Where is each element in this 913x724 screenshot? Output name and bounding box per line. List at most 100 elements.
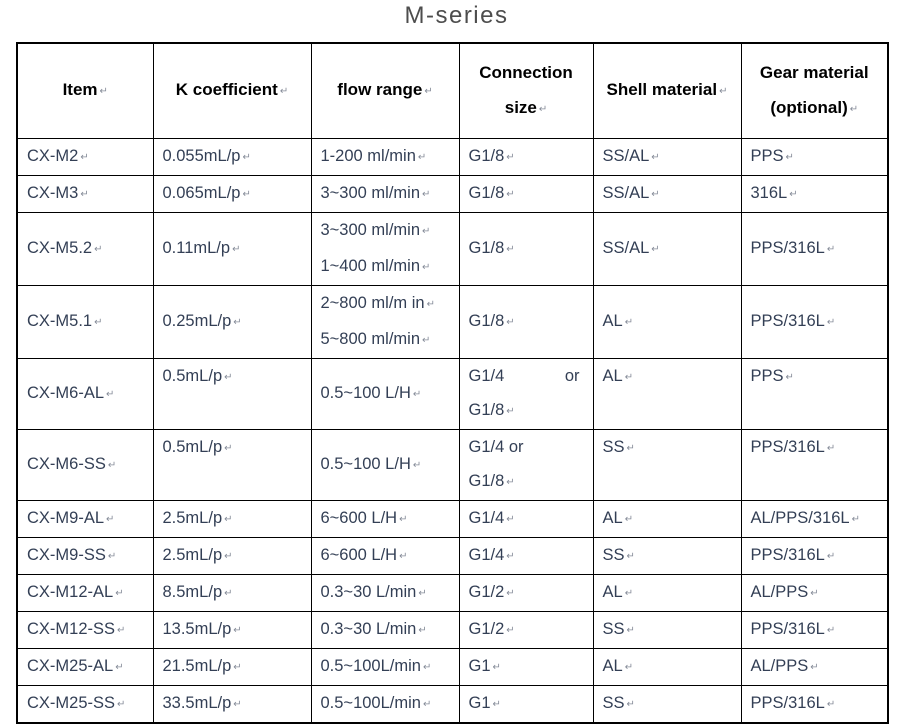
cell-flow: 2~800 ml/m in ↵ 5~800 ml/min ↵ xyxy=(310,284,460,359)
cell-text: SS/AL ↵ xyxy=(602,238,660,257)
cell-text: 3~300 ml/min ↵ xyxy=(320,220,431,239)
paragraph-mark-icon: ↵ xyxy=(626,550,635,562)
cell-conn: G1/4 or G1/8 ↵ xyxy=(458,357,594,430)
cell-text: 5~800 ml/min ↵ xyxy=(320,329,431,348)
cell-text: size ↵ xyxy=(504,97,548,117)
paragraph-mark-icon: ↵ xyxy=(624,316,634,328)
cell-text: AL ↵ xyxy=(602,582,634,601)
cell-line: AL ↵ xyxy=(603,359,741,395)
cell-text: 0.3~30 L/min ↵ xyxy=(320,582,427,601)
cell-text: G1/8 ↵ xyxy=(468,471,515,490)
table-row: CX-M12-SS ↵ 13.5mL/p ↵ 0.3~30 L/min ↵ G1/2 ↵ SS ↵… xyxy=(16,610,889,649)
cell-line: Gear material xyxy=(742,55,887,90)
paragraph-mark-icon: ↵ xyxy=(80,188,89,200)
cell-item: CX-M9-SS ↵ xyxy=(16,536,154,575)
cell-line: PPS/316L ↵ xyxy=(751,231,888,267)
cell-text: 0.065mL/p ↵ xyxy=(162,183,251,202)
cell-line: G1/2 ↵ xyxy=(469,575,593,610)
cell-line: G1/4 ↵ xyxy=(468,501,593,536)
table-row: CX-M25-AL ↵ 21.5mL/p ↵ 0.5~100L/min ↵ G1 ↵ AL ↵ AL… xyxy=(16,647,889,686)
cell-line: G1/2 ↵ xyxy=(469,612,593,647)
paragraph-mark-icon: ↵ xyxy=(506,405,515,417)
cell-conn: G1/4 or G1/8 ↵ xyxy=(458,428,594,501)
cell-text: G1/4 ↵ xyxy=(468,508,515,527)
cell-text: Connection xyxy=(479,62,573,82)
cell-line: CX-M6-SS ↵ xyxy=(27,447,152,483)
cell-gear: AL/PPS/316L ↵ xyxy=(740,499,889,538)
paragraph-mark-icon: ↵ xyxy=(426,298,435,310)
cell-text: AL/PPS/316L ↵ xyxy=(750,508,860,527)
cell-text: 33.5mL/p ↵ xyxy=(162,693,242,712)
cell-line: 1-200 ml/min ↵ xyxy=(320,139,459,174)
cell-text: CX-M3 ↵ xyxy=(27,183,89,202)
paragraph-mark-icon: ↵ xyxy=(422,225,431,237)
cell-text: AL/PPS ↵ xyxy=(750,656,819,675)
paragraph-mark-icon: ↵ xyxy=(506,550,515,562)
table-row: CX-M12-AL ↵ 8.5mL/p ↵ 0.3~30 L/min ↵ G1/2 ↵ AL ↵ A… xyxy=(16,573,889,612)
cell-text: PPS/316L ↵ xyxy=(750,238,836,257)
cell-line: flow range ↵ xyxy=(312,72,458,109)
paragraph-mark-icon: ↵ xyxy=(233,661,242,673)
cell-line: 0.5mL/p ↵ xyxy=(163,430,311,466)
paragraph-mark-icon: ↵ xyxy=(115,661,124,673)
cell-text: K coefficient ↵ xyxy=(175,80,289,100)
cell-k: 33.5mL/p ↵ xyxy=(152,684,312,723)
cell-gear: AL/PPS ↵ xyxy=(740,573,889,612)
cell-k: 0.25mL/p ↵ xyxy=(152,284,312,359)
cell-line: 13.5mL/p ↵ xyxy=(163,612,311,647)
paragraph-mark-icon: ↵ xyxy=(651,188,660,200)
cell-line: 2.5mL/p ↵ xyxy=(163,538,311,573)
cell-line: CX-M5.1 ↵ xyxy=(27,304,152,340)
cell-line: 3~300 ml/min ↵ xyxy=(321,213,459,249)
cell-text: Item ↵ xyxy=(62,80,108,100)
cell-text: CX-M25-AL ↵ xyxy=(27,656,124,675)
cell-line: Item ↵ xyxy=(18,72,152,109)
cell-text: 0.5mL/p ↵ xyxy=(162,366,233,385)
cell-text: 1-200 ml/min ↵ xyxy=(320,146,427,165)
cell-line: SS ↵ xyxy=(603,538,741,573)
paragraph-mark-icon: ↵ xyxy=(826,624,836,636)
cell-line: AL ↵ xyxy=(603,304,741,340)
paragraph-mark-icon: ↵ xyxy=(851,513,860,525)
paragraph-mark-icon: ↵ xyxy=(826,550,836,562)
cell-item: CX-M2 ↵ xyxy=(16,137,154,176)
col-header-item: Item ↵ xyxy=(16,42,154,139)
cell-gear: 316L ↵ xyxy=(740,174,889,213)
cell-line: size ↵ xyxy=(460,90,592,127)
cell-item: CX-M6-SS ↵ xyxy=(16,428,154,501)
cell-text: Shell material ↵ xyxy=(606,80,728,100)
cell-line: G1/8 ↵ xyxy=(468,176,593,211)
cell-k: 0.065mL/p ↵ xyxy=(152,174,312,213)
cell-text: 6~600 L/H ↵ xyxy=(320,508,408,527)
cell-shell: SS ↵ xyxy=(592,610,742,649)
cell-text: G1/4 or xyxy=(468,437,524,456)
paragraph-mark-icon: ↵ xyxy=(233,316,242,328)
table-row: CX-M3 ↵ 0.065mL/p ↵ 3~300 ml/min ↵ G1/8 ↵ SS/AL ↵… xyxy=(16,174,889,213)
cell-text: PPS/316L ↵ xyxy=(750,311,836,330)
cell-line: K coefficient ↵ xyxy=(154,72,310,109)
cell-k: 0.11mL/p ↵ xyxy=(152,211,312,286)
cell-text: 316L ↵ xyxy=(750,183,798,202)
cell-shell: AL ↵ xyxy=(592,499,742,538)
paragraph-mark-icon: ↵ xyxy=(418,624,427,636)
cell-text: SS/AL ↵ xyxy=(602,146,660,165)
paragraph-mark-icon: ↵ xyxy=(422,661,432,673)
cell-text: CX-M12-SS ↵ xyxy=(27,619,126,638)
paragraph-mark-icon: ↵ xyxy=(624,371,634,383)
cell-text: or xyxy=(564,366,580,385)
cell-text: G1/8 ↵ xyxy=(468,183,515,202)
paragraph-mark-icon: ↵ xyxy=(99,86,108,98)
cell-text: 1~400 ml/min ↵ xyxy=(320,256,431,275)
cell-flow: 0.3~30 L/min ↵ xyxy=(310,573,460,612)
cell-item: CX-M25-SS ↵ xyxy=(16,684,154,723)
cell-text: G1 ↵ xyxy=(468,656,501,675)
cell-k: 2.5mL/p ↵ xyxy=(152,499,312,538)
paragraph-mark-icon: ↵ xyxy=(492,698,501,710)
cell-k: 21.5mL/p ↵ xyxy=(152,647,312,686)
cell-text: 0.5mL/p ↵ xyxy=(162,437,233,456)
cell-shell: AL ↵ xyxy=(592,573,742,612)
cell-item: CX-M9-AL ↵ xyxy=(16,499,154,538)
cell-text: CX-M6-AL ↵ xyxy=(27,383,115,402)
cell-text: PPS ↵ xyxy=(750,146,794,165)
cell-line: PPS/316L ↵ xyxy=(751,538,888,573)
